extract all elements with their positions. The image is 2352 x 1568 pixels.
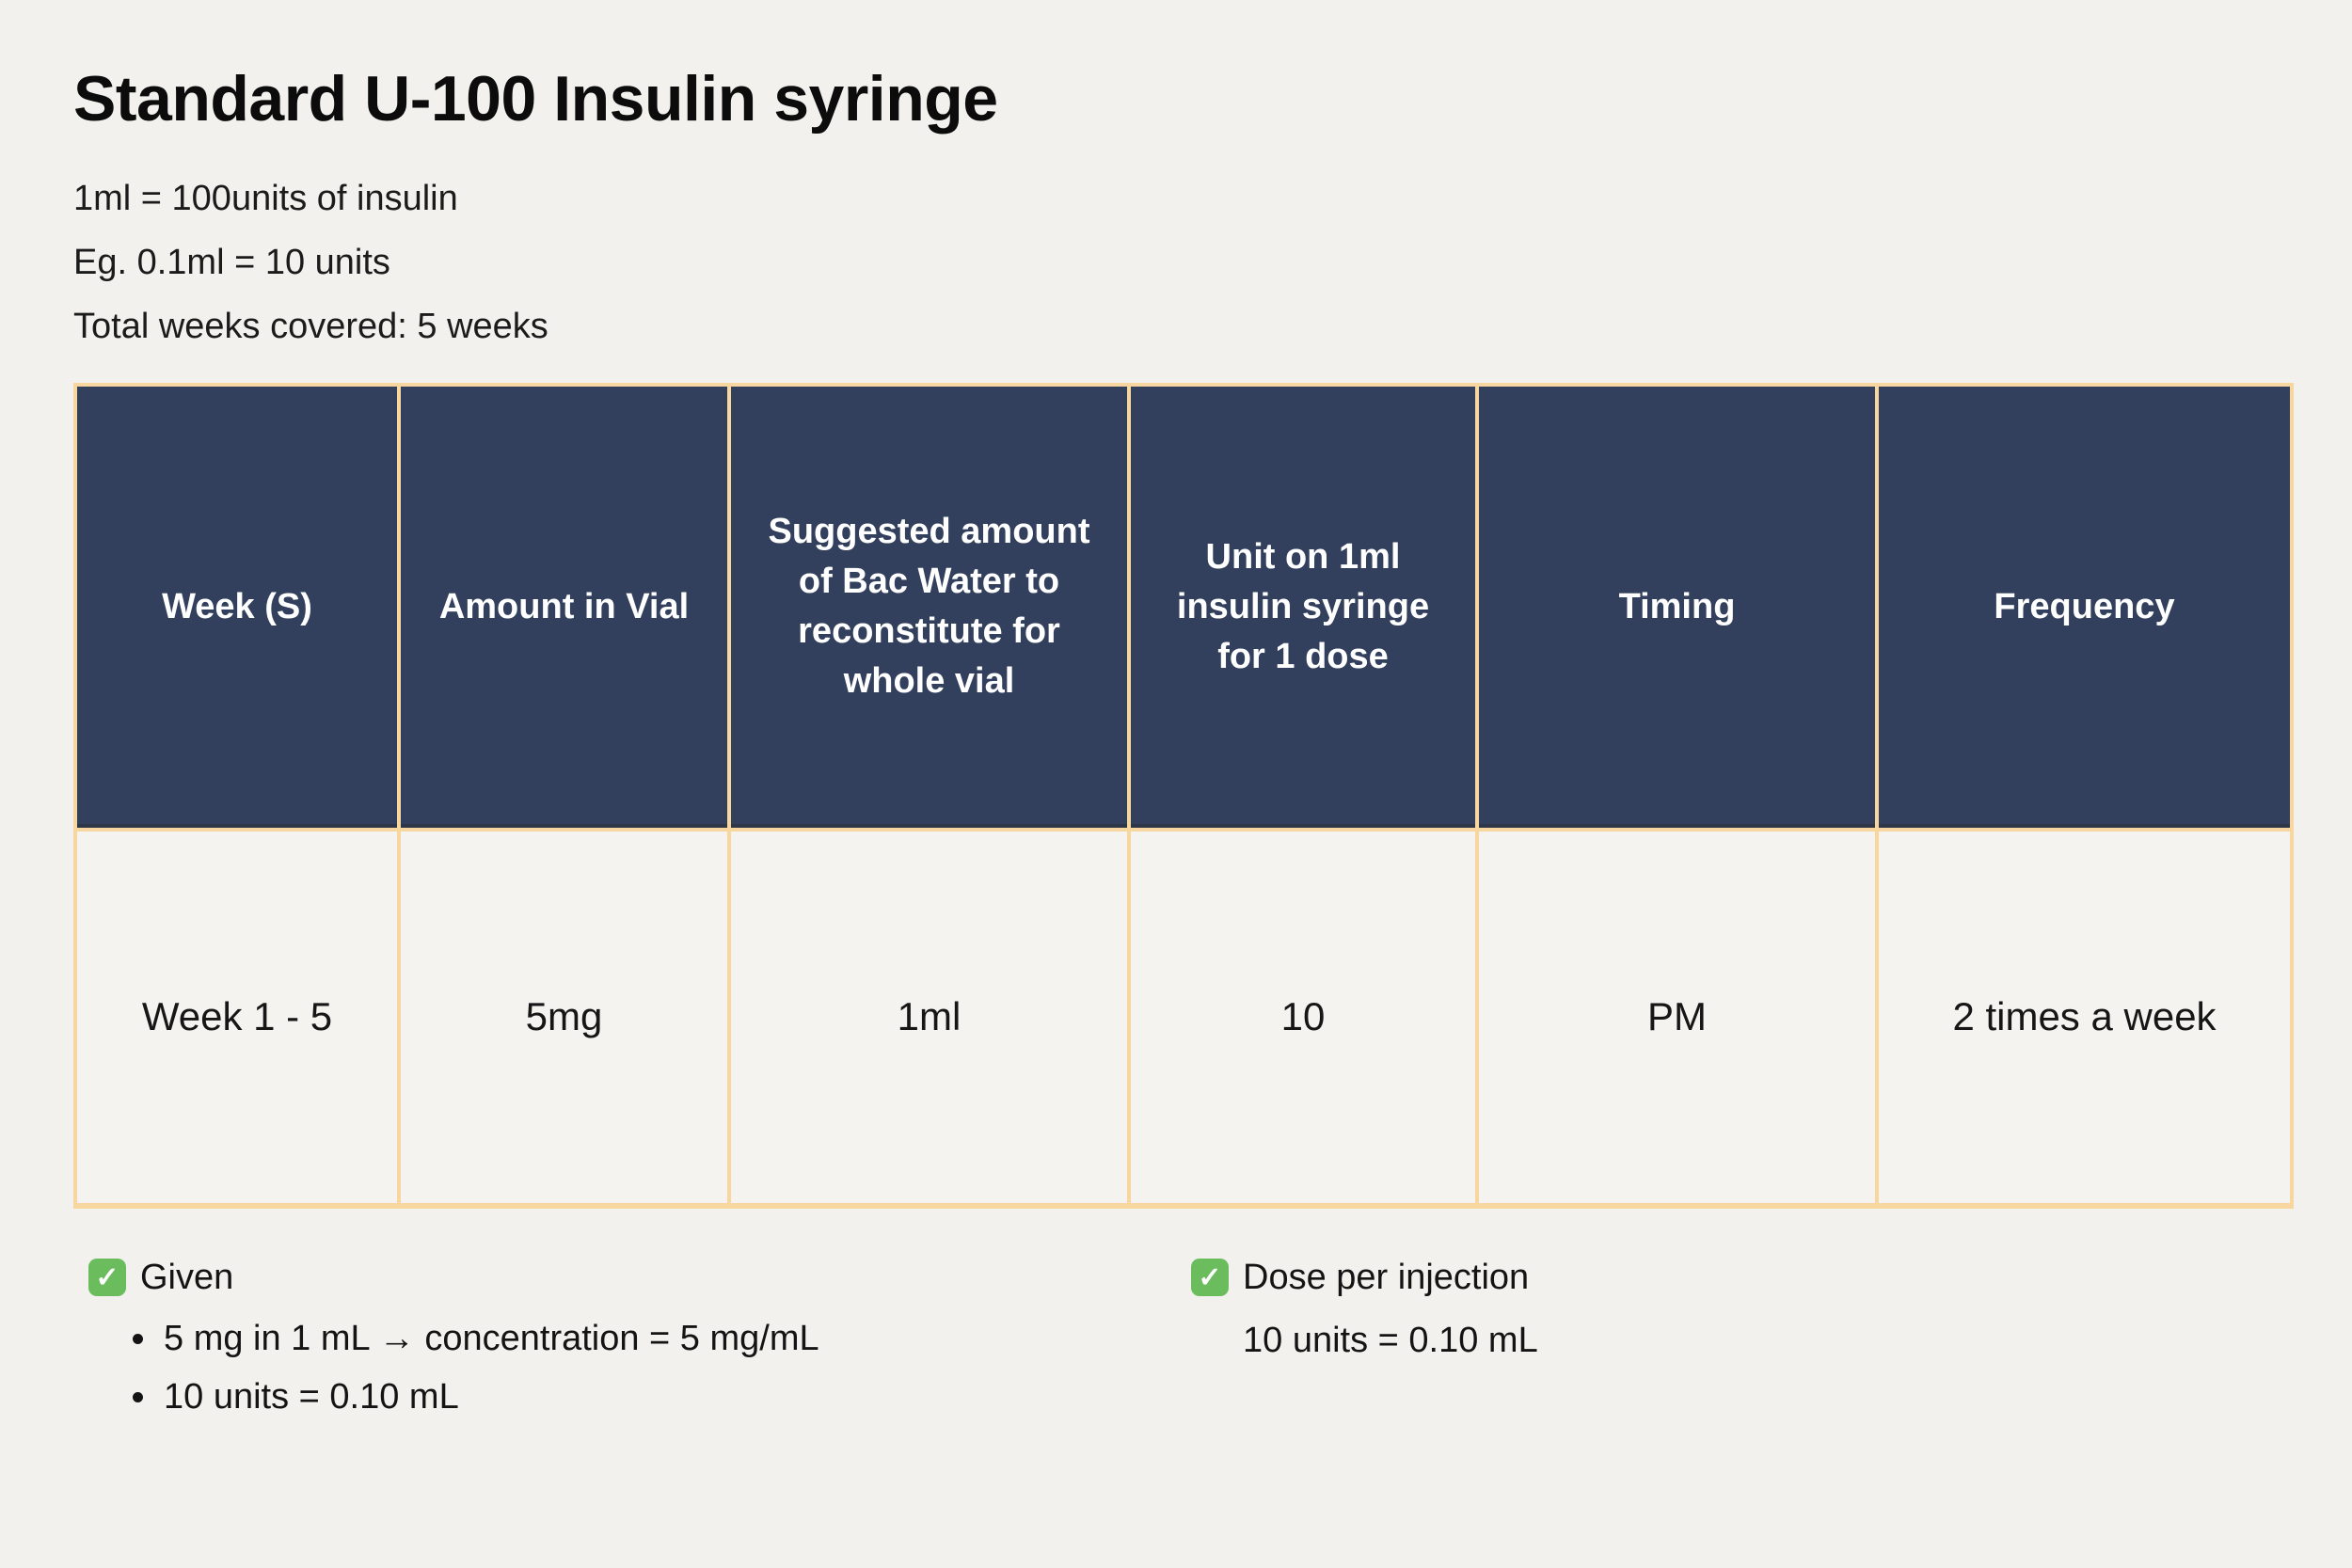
note-given-header: ✓ Given [88,1258,2289,1298]
column-header-bac-water: Suggested amount of Bac Water to reconst… [727,382,1131,832]
notes-section: ✓ Given 5 mg in 1 mL → concentration = 5… [73,1258,2289,1426]
note-given: ✓ Given 5 mg in 1 mL → concentration = 5… [88,1258,2289,1426]
subtitle-example: Eg. 0.1ml = 10 units [73,242,390,282]
note-dose-detail: 10 units = 0.10 mL [1243,1320,1538,1360]
cell-frequency: 2 times a week [1875,827,2294,1209]
table-header-row: Week (S) Amount in Vial Suggested amount… [73,382,2294,832]
subtitle-total-weeks: Total weeks covered: 5 weeks [73,306,548,346]
check-glyph: ✓ [95,1261,119,1293]
cell-timing: PM [1475,827,1879,1209]
dosing-table: Week (S) Amount in Vial Suggested amount… [73,382,2294,1209]
note-dose-label: Dose per injection [1243,1257,1530,1297]
note-given-bullet-concentration: 5 mg in 1 mL → concentration = 5 mg/mL [160,1309,2289,1368]
cell-amount-in-vial: 5mg [397,827,731,1209]
subtitle-block: 1ml = 100units of insulin Eg. 0.1ml = 10… [73,166,2289,358]
subtitle-conversion: 1ml = 100units of insulin [73,178,458,218]
check-mark-icon: ✓ [88,1259,126,1297]
column-header-units-per-dose: Unit on 1ml insulin syringe for 1 dose [1127,382,1479,832]
column-header-frequency: Frequency [1875,382,2294,832]
cell-units-per-dose: 10 [1127,827,1479,1209]
column-header-weeks: Week (S) [73,382,401,832]
column-header-timing: Timing [1475,382,1879,832]
check-glyph: ✓ [1198,1261,1222,1293]
note-given-bullets: 5 mg in 1 mL → concentration = 5 mg/mL 1… [88,1309,2289,1426]
table-row: Week 1 - 5 5mg 1ml 10 PM 2 times a week [73,827,2294,1209]
column-header-amount-in-vial: Amount in Vial [397,382,731,832]
page: Standard U-100 Insulin syringe 1ml = 100… [0,0,2352,1426]
note-dose-header: ✓ Dose per injection [1191,1258,1538,1298]
cell-weeks: Week 1 - 5 [73,827,401,1209]
note-given-label: Given [140,1257,234,1297]
note-given-bullet-units: 10 units = 0.10 mL [160,1368,2289,1426]
note-dose-per-injection: ✓ Dose per injection 10 units = 0.10 mL [1191,1258,1538,1370]
check-mark-icon: ✓ [1191,1259,1229,1297]
cell-bac-water: 1ml [727,827,1131,1209]
page-title: Standard U-100 Insulin syringe [73,63,998,135]
